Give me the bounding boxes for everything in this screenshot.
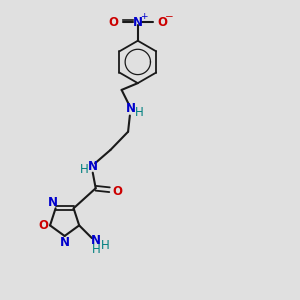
Text: N: N [48, 196, 58, 209]
Text: N: N [88, 160, 98, 173]
Text: H: H [100, 238, 109, 252]
Text: −: − [165, 12, 174, 22]
Text: O: O [108, 16, 118, 29]
Text: H: H [92, 243, 100, 256]
Text: O: O [39, 219, 49, 232]
Text: N: N [91, 234, 101, 247]
Text: H: H [80, 163, 89, 176]
Text: H: H [135, 106, 144, 119]
Text: N: N [133, 16, 143, 29]
Text: +: + [140, 12, 147, 21]
Text: N: N [125, 102, 135, 115]
Text: O: O [112, 185, 122, 198]
Text: N: N [60, 236, 70, 249]
Text: O: O [158, 16, 167, 29]
